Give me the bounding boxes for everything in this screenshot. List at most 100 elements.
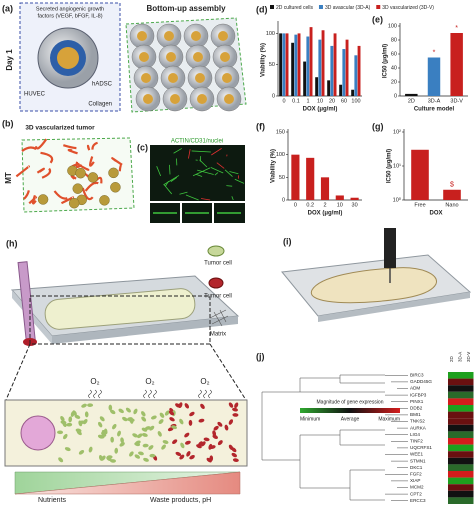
legend-tumor-cell bbox=[207, 245, 225, 257]
bar bbox=[357, 45, 361, 96]
x-tick-label: 0 bbox=[294, 202, 297, 208]
heat-cell bbox=[456, 424, 465, 432]
fiber bbox=[195, 173, 203, 177]
cell bbox=[98, 454, 103, 461]
heat-cell bbox=[465, 378, 474, 386]
bar bbox=[294, 34, 298, 96]
cell bbox=[70, 411, 75, 417]
column-label: 2D bbox=[449, 355, 454, 362]
bar bbox=[279, 33, 283, 96]
oxygen-label: O₂ bbox=[90, 377, 99, 386]
heat-cell bbox=[448, 424, 457, 432]
cell bbox=[64, 447, 71, 452]
panel-label: (a) bbox=[2, 3, 13, 13]
cell bbox=[75, 428, 82, 433]
y-tick-label: 60 bbox=[391, 51, 397, 57]
spheroid-core bbox=[220, 52, 230, 62]
cell bbox=[81, 403, 87, 408]
cell bbox=[185, 440, 191, 445]
significance: * bbox=[433, 49, 436, 56]
significance: $ bbox=[450, 182, 454, 189]
stain-label: ACTIN/CD31/nuclei bbox=[171, 139, 223, 145]
bar bbox=[315, 77, 319, 96]
vessel bbox=[53, 190, 68, 200]
vessel bbox=[40, 151, 54, 164]
zoom-box bbox=[29, 295, 211, 345]
cell bbox=[179, 418, 184, 425]
heat-cell bbox=[456, 451, 465, 458]
cell bbox=[125, 407, 131, 413]
cell bbox=[66, 422, 73, 427]
x-axis-label: DOX (μg/ml) bbox=[303, 107, 338, 113]
legend-swatch bbox=[270, 5, 274, 9]
gene-label: DKC1 bbox=[410, 465, 423, 470]
bar bbox=[297, 33, 301, 96]
oxygen-wave bbox=[203, 389, 207, 399]
cell-label: HUVEC bbox=[24, 92, 46, 98]
y-tick-label: 40 bbox=[391, 65, 397, 71]
chart: 0 20 40 60 80 100 2D 3D-A * 3D-V * Culture model IC5… bbox=[383, 23, 468, 113]
cell bbox=[60, 416, 65, 422]
cell bbox=[196, 444, 202, 449]
heat-cell bbox=[465, 464, 474, 471]
y-tick-label: 100 bbox=[276, 152, 285, 158]
heat-cell bbox=[448, 451, 457, 458]
gene-label: GADD45G bbox=[410, 379, 432, 384]
oxygen-group: O₂ O₂ O₂ bbox=[88, 377, 212, 399]
gene-label: ERCC3 bbox=[410, 498, 426, 503]
spheroid-core bbox=[170, 94, 180, 104]
cell bbox=[119, 442, 125, 447]
x-tick-label: 20 bbox=[329, 98, 335, 104]
heat-cell bbox=[465, 385, 474, 392]
heat-cell bbox=[448, 405, 457, 412]
fiber bbox=[216, 162, 225, 169]
x-tick-label: Nano bbox=[445, 202, 458, 208]
heat-cell bbox=[456, 398, 465, 405]
tumor-cluster bbox=[87, 172, 99, 183]
scale-label: Minimum bbox=[300, 416, 320, 422]
tumor-cluster bbox=[72, 183, 84, 194]
gene-label: FGF2 bbox=[410, 472, 422, 477]
cell bbox=[138, 451, 144, 456]
cell bbox=[184, 403, 190, 409]
vessel bbox=[31, 194, 37, 205]
bar bbox=[321, 30, 325, 96]
heat-cell bbox=[465, 471, 474, 478]
gene-label: LIG4 bbox=[410, 432, 420, 437]
y-tick-label: 150 bbox=[276, 129, 285, 135]
panel-label: (g) bbox=[372, 121, 384, 131]
cell bbox=[58, 457, 64, 463]
chart: 0 50 100 0 0.1 1 10 20 60 100 DOX (μg/ml) Viability… bbox=[261, 5, 435, 113]
gene-label: AURKA bbox=[410, 425, 427, 430]
bar bbox=[351, 89, 355, 96]
cell bbox=[112, 423, 117, 430]
oxygen-wave bbox=[98, 389, 102, 399]
cell bbox=[101, 432, 106, 439]
legend-swatch bbox=[376, 5, 381, 9]
x-tick-label: 0.1 bbox=[292, 98, 300, 104]
spheroid-core bbox=[57, 47, 79, 69]
heat-cell bbox=[448, 398, 457, 405]
y-tick-label: 10² bbox=[393, 129, 401, 135]
fiber bbox=[210, 166, 224, 174]
vessel bbox=[84, 181, 99, 192]
x-tick-label: 60 bbox=[341, 98, 347, 104]
legend-label: Tumor cell bbox=[204, 294, 232, 300]
heat-cell bbox=[448, 385, 457, 392]
heat-cell bbox=[465, 398, 474, 405]
x-tick-label: 1 bbox=[306, 98, 309, 104]
heat-cell bbox=[456, 444, 465, 452]
heat-cell bbox=[465, 497, 474, 504]
gene-label: STMN1 bbox=[410, 458, 426, 463]
legend-matrix bbox=[209, 309, 229, 327]
spheroid-core bbox=[193, 52, 203, 62]
spheroid-core bbox=[224, 94, 234, 104]
heat-cell bbox=[465, 451, 474, 458]
heat-cell bbox=[448, 497, 457, 504]
bar bbox=[411, 149, 429, 200]
gene-label: UQCRFS1 bbox=[410, 445, 432, 450]
oxygen-label: O₂ bbox=[200, 377, 209, 386]
cell bbox=[106, 456, 112, 461]
bar bbox=[282, 33, 286, 96]
tumor-cluster bbox=[99, 195, 110, 206]
